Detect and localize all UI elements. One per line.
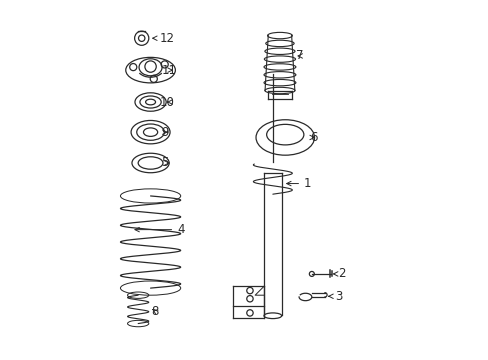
Text: 9: 9 bbox=[161, 126, 168, 139]
Text: 12: 12 bbox=[152, 32, 174, 45]
Text: 3: 3 bbox=[328, 290, 342, 303]
Text: 5: 5 bbox=[161, 157, 169, 170]
Text: 8: 8 bbox=[151, 305, 159, 318]
Text: 7: 7 bbox=[295, 49, 303, 62]
Text: 4: 4 bbox=[135, 223, 184, 236]
Text: 1: 1 bbox=[286, 177, 311, 190]
Text: 6: 6 bbox=[309, 131, 317, 144]
Text: 11: 11 bbox=[161, 64, 176, 77]
Text: 10: 10 bbox=[160, 95, 175, 108]
Text: 2: 2 bbox=[333, 267, 345, 280]
